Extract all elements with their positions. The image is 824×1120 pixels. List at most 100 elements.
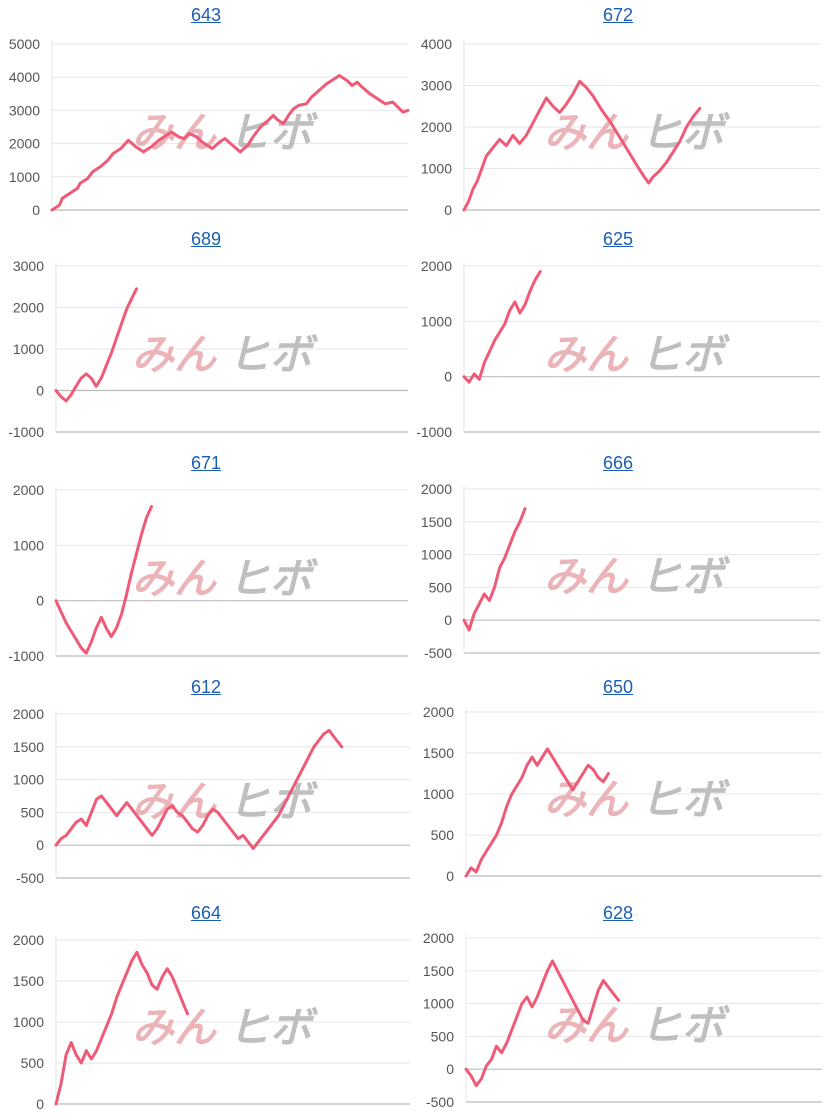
y-tick-label: 2000 — [13, 482, 44, 498]
chart-title-link[interactable]: 628 — [602, 903, 634, 923]
y-tick-label: 0 — [36, 383, 44, 399]
series-line — [54, 728, 344, 850]
watermark-logo-part-a: みん — [544, 552, 630, 601]
y-tick-label: 500 — [429, 579, 453, 595]
watermark-logo-part-b: ヒボ — [640, 1001, 730, 1050]
y-tick-label: 2000 — [421, 481, 452, 497]
y-tick-label: -500 — [426, 1094, 454, 1110]
watermark-logo-part-a: みん — [544, 1001, 630, 1050]
chart-plot: -1000 0 1000 2000 みん ヒボ — [8, 482, 408, 664]
watermark-logo-part-b: ヒボ — [640, 775, 730, 824]
y-tick-label: 1500 — [13, 973, 44, 989]
y-tick-label: 2000 — [421, 119, 452, 135]
y-tick-label: 500 — [21, 804, 45, 820]
watermark-logo-part-a: みん — [544, 330, 630, 379]
y-tick-label: 1000 — [423, 996, 454, 1012]
chart-plot: -1000 0 1000 2000 3000 みん ヒボ — [8, 258, 408, 440]
y-tick-label: 3000 — [13, 258, 44, 274]
y-tick-label: 4000 — [9, 69, 40, 85]
y-tick-label: 0 — [446, 1061, 454, 1077]
chart-panel: 666 -500 0 500 1000 1500 2000 みん ヒボ — [412, 452, 824, 664]
y-tick-label: 1000 — [421, 313, 452, 329]
chart-title-link[interactable]: 650 — [602, 677, 634, 697]
y-tick-label: 1500 — [421, 514, 452, 530]
watermark-logo-part-b: ヒボ — [228, 330, 318, 379]
y-tick-label: -1000 — [416, 424, 452, 440]
watermark-logo-part-a: みん — [132, 330, 218, 379]
watermark-logo-part-b: ヒボ — [228, 777, 318, 826]
chart-panel: 672 0 1000 2000 3000 4000 みん ヒボ — [412, 4, 824, 218]
y-tick-label: 1000 — [13, 1014, 44, 1030]
y-tick-label: 0 — [446, 868, 454, 884]
y-tick-label: 0 — [444, 369, 452, 385]
y-tick-label: 1500 — [13, 739, 44, 755]
chart-plot: -500 0 500 1000 1500 2000 みん ヒボ — [421, 481, 820, 661]
y-tick-label: 2000 — [423, 704, 454, 720]
chart-title-link[interactable]: 643 — [190, 5, 222, 25]
chart-plot: 0 500 1000 1500 2000 みん ヒボ — [423, 704, 822, 884]
chart-title-link[interactable]: 664 — [190, 903, 222, 923]
y-tick-label: 2000 — [9, 136, 40, 152]
series-line — [464, 747, 610, 878]
watermark-logo-part-b: ヒボ — [640, 552, 730, 601]
chart-panel: 650 0 500 1000 1500 2000 みん ヒボ — [412, 676, 824, 888]
chart-title-link[interactable]: 612 — [190, 677, 222, 697]
chart-plot: -500 0 500 1000 1500 2000 みん ヒボ — [13, 706, 410, 886]
y-tick-label: 1000 — [421, 547, 452, 563]
y-tick-label: -500 — [16, 870, 44, 886]
y-tick-label: -1000 — [8, 424, 44, 440]
chart-plot: -500 0 500 1000 1500 2000 みん ヒボ — [423, 930, 822, 1110]
watermark-logo-part-a: みん — [132, 777, 218, 826]
chart-plot: -1000 0 1000 2000 みん ヒボ — [416, 258, 820, 440]
y-tick-label: 1000 — [13, 341, 44, 357]
y-tick-label: 2000 — [13, 932, 44, 948]
series-line — [50, 74, 410, 212]
chart-title-link[interactable]: 689 — [190, 229, 222, 249]
y-tick-label: 5000 — [9, 36, 40, 52]
series-line — [54, 505, 153, 655]
chart-title-link[interactable]: 672 — [602, 5, 634, 25]
y-tick-label: -1000 — [8, 648, 44, 664]
y-tick-label: 2000 — [13, 706, 44, 722]
series-line — [464, 959, 621, 1088]
y-tick-label: 500 — [431, 827, 455, 843]
y-tick-label: 2000 — [13, 300, 44, 316]
y-tick-label: 1000 — [9, 169, 40, 185]
chart-panel: 664 0 500 1000 1500 2000 みん ヒボ — [0, 902, 412, 1114]
watermark-logo-part-a: みん — [132, 1003, 218, 1052]
chart-panel: 625 -1000 0 1000 2000 みん ヒボ — [412, 228, 824, 440]
chart-panel: 612 -500 0 500 1000 1500 2000 みん ヒボ — [0, 676, 412, 888]
watermark-logo-part-a: みん — [544, 775, 630, 824]
chart-title-link[interactable]: 666 — [602, 453, 634, 473]
y-tick-label: 1000 — [13, 537, 44, 553]
chart-title-link[interactable]: 625 — [602, 229, 634, 249]
y-tick-label: 0 — [36, 837, 44, 853]
series-line — [462, 270, 542, 384]
y-tick-label: 0 — [32, 202, 40, 218]
chart-panel: 643 0 1000 2000 3000 4000 5000 みん ヒボ — [0, 4, 412, 218]
y-tick-label: -500 — [424, 645, 452, 661]
y-tick-label: 2000 — [421, 258, 452, 274]
y-tick-label: 2000 — [423, 930, 454, 946]
watermark-logo-part-b: ヒボ — [228, 1003, 318, 1052]
series-line — [462, 79, 702, 212]
series-line — [462, 507, 527, 632]
chart-plot: 0 500 1000 1500 2000 みん ヒボ — [13, 932, 410, 1112]
y-tick-label: 1500 — [423, 745, 454, 761]
y-tick-label: 1000 — [423, 786, 454, 802]
watermark-logo-part-b: ヒボ — [228, 554, 318, 603]
chart-panel: 671 -1000 0 1000 2000 みん ヒボ — [0, 452, 412, 664]
y-tick-label: 3000 — [421, 78, 452, 94]
y-tick-label: 1000 — [421, 161, 452, 177]
series-line — [54, 950, 189, 1106]
y-tick-label: 0 — [444, 202, 452, 218]
chart-title-link[interactable]: 671 — [190, 453, 222, 473]
chart-panel: 628 -500 0 500 1000 1500 2000 みん ヒボ — [412, 902, 824, 1114]
chart-panel: 689 -1000 0 1000 2000 3000 みん ヒボ — [0, 228, 412, 440]
y-tick-label: 0 — [444, 612, 452, 628]
series-line — [54, 287, 138, 403]
y-tick-label: 3000 — [9, 102, 40, 118]
